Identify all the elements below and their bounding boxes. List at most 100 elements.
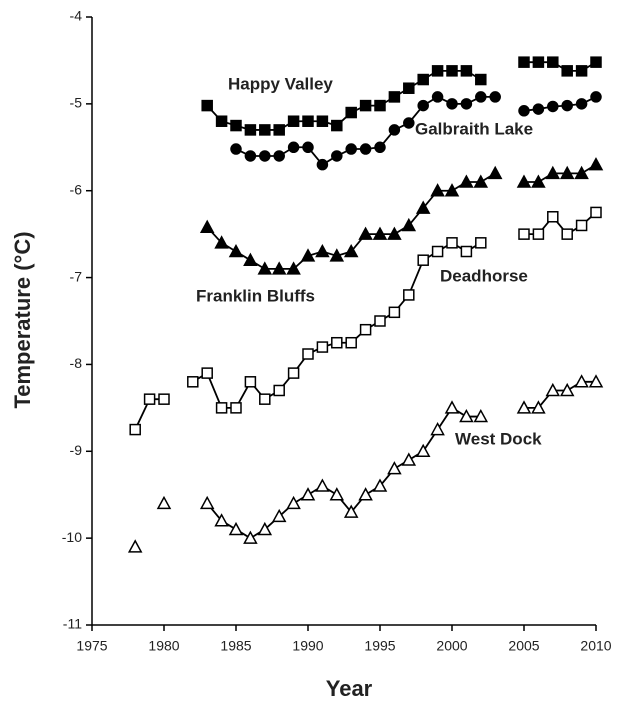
y-axis-label: Temperature (°C): [10, 231, 35, 408]
marker: [446, 65, 458, 77]
marker: [459, 408, 474, 423]
marker: [372, 226, 388, 240]
marker: [287, 115, 300, 127]
marker: [518, 228, 530, 240]
marker: [316, 115, 329, 127]
marker: [273, 384, 285, 397]
marker: [215, 402, 228, 414]
marker: [561, 65, 573, 77]
marker: [331, 119, 343, 132]
marker: [590, 206, 602, 219]
marker: [358, 487, 373, 501]
marker: [259, 124, 271, 136]
x-tick-label: 1975: [76, 638, 107, 654]
x-tick-label: 1995: [364, 638, 395, 654]
marker: [387, 226, 402, 240]
y-tick-label: -5: [70, 95, 83, 111]
marker: [460, 98, 473, 110]
marker: [460, 245, 473, 258]
marker: [431, 91, 444, 103]
y-tick-label: -7: [70, 268, 83, 284]
marker: [286, 495, 301, 510]
marker: [575, 98, 588, 110]
marker: [359, 323, 372, 336]
marker: [345, 143, 357, 155]
marker: [201, 99, 213, 112]
marker: [561, 228, 573, 240]
marker: [158, 393, 170, 405]
marker: [201, 367, 213, 379]
marker: [588, 374, 604, 388]
marker: [430, 183, 445, 197]
marker: [531, 400, 546, 414]
marker: [401, 217, 417, 232]
series-label: Galbraith Lake: [415, 119, 533, 138]
marker: [215, 115, 228, 127]
marker: [374, 99, 386, 112]
marker: [547, 56, 559, 68]
marker: [156, 495, 172, 510]
marker: [487, 165, 503, 180]
marker: [388, 306, 401, 319]
x-axis-label: Year: [326, 676, 373, 701]
marker: [545, 165, 561, 180]
marker: [271, 508, 287, 523]
marker: [403, 117, 415, 129]
marker: [417, 99, 429, 112]
marker: [475, 91, 487, 103]
marker: [401, 452, 417, 466]
marker: [559, 382, 575, 397]
marker: [329, 487, 345, 501]
marker: [359, 99, 372, 112]
marker: [199, 219, 215, 233]
series-label: Franklin Bluffs: [196, 286, 315, 305]
marker: [431, 245, 444, 258]
marker: [259, 393, 271, 405]
marker: [460, 65, 473, 77]
marker: [257, 521, 273, 536]
marker: [574, 374, 589, 388]
marker: [431, 65, 444, 77]
marker: [590, 56, 602, 68]
marker: [387, 461, 402, 475]
marker: [228, 521, 244, 536]
marker: [358, 226, 373, 240]
marker: [417, 254, 429, 266]
marker: [230, 119, 242, 132]
marker: [444, 400, 460, 414]
marker: [561, 99, 573, 112]
x-tick-label: 1980: [148, 638, 179, 654]
marker: [127, 539, 143, 553]
series-label: Deadhorse: [440, 266, 528, 285]
marker: [475, 73, 487, 86]
marker: [345, 106, 357, 119]
marker: [315, 243, 330, 258]
marker: [302, 141, 314, 154]
y-tick-label: -10: [62, 529, 82, 545]
x-tick-label: 1990: [292, 638, 323, 654]
marker: [243, 252, 258, 266]
y-tick-label: -6: [70, 181, 83, 197]
marker: [315, 478, 330, 492]
marker: [214, 235, 229, 249]
marker: [273, 150, 285, 162]
series-label: Happy Valley: [228, 74, 333, 93]
marker: [545, 382, 561, 397]
marker: [473, 408, 489, 423]
marker: [302, 115, 314, 127]
y-tick-label: -11: [63, 616, 82, 632]
series-label: West Dock: [455, 429, 542, 448]
marker: [415, 200, 431, 214]
marker: [300, 487, 316, 501]
marker: [316, 158, 329, 171]
marker: [259, 150, 271, 162]
x-tick-label: 2005: [508, 638, 539, 654]
y-tick-label: -9: [70, 442, 83, 458]
marker: [516, 400, 532, 414]
marker: [345, 336, 357, 349]
marker: [575, 219, 588, 232]
marker: [574, 165, 589, 180]
marker: [388, 124, 401, 136]
marker: [588, 157, 604, 171]
marker: [473, 174, 489, 188]
